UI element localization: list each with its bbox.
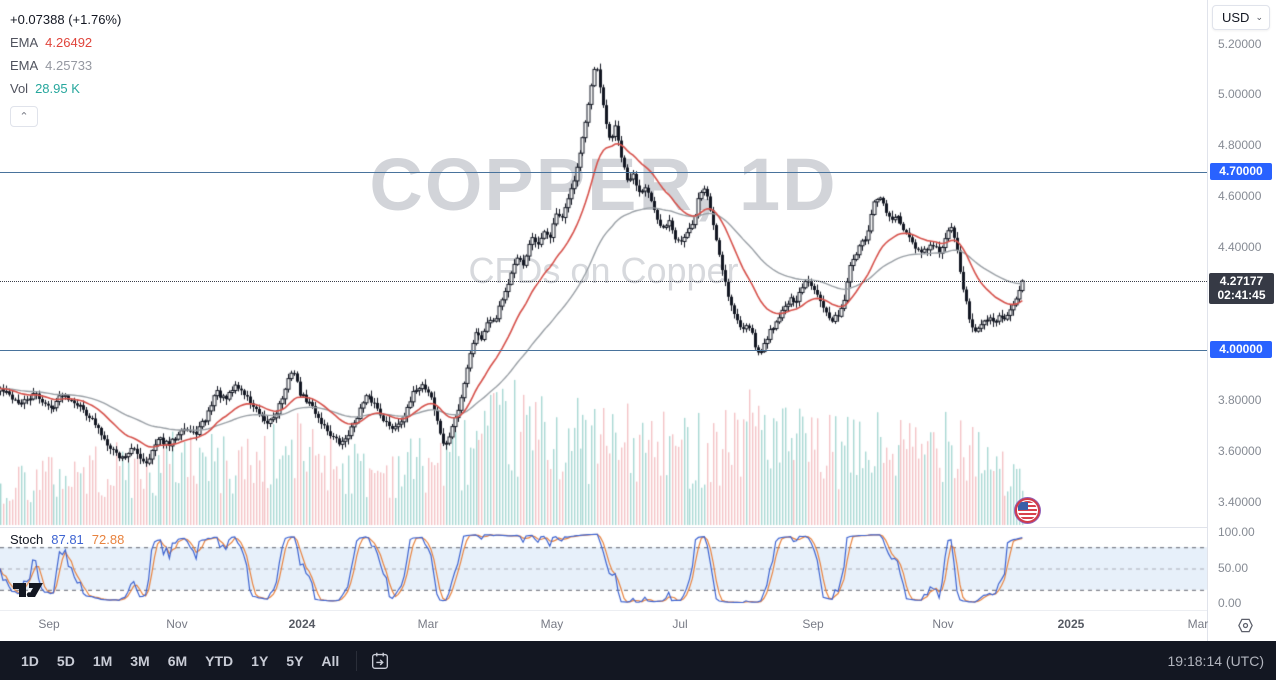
go-to-date-button[interactable] (369, 650, 391, 672)
stoch-k-value: 87.81 (51, 532, 84, 547)
stoch-label: Stoch (10, 532, 44, 547)
gear-icon[interactable] (1236, 616, 1255, 640)
last-price-badge[interactable]: 4.27177 02:41:45 (1209, 272, 1274, 304)
range-button-3m[interactable]: 3M (130, 652, 150, 669)
clock-display[interactable]: 19:18:14 (UTC) (1167, 652, 1264, 669)
price-pane-canvas[interactable] (0, 0, 1207, 527)
stochastic-pane-canvas[interactable] (0, 528, 1207, 610)
time-tick-label: Sep (802, 617, 824, 631)
time-tick-label: 2024 (288, 617, 316, 631)
bottom-toolbar: 1D 5D 1M 3M 6M YTD 1Y 5Y All 19:18:14 (UTC) (0, 641, 1276, 680)
time-axis-separator (0, 610, 1276, 611)
level-price-badge[interactable]: 4.00000 (1210, 341, 1272, 359)
ema-fast-value: 4.26492 (45, 35, 93, 50)
price-tick-label: 3.60000 (1218, 443, 1262, 458)
time-tick-label: Sep (38, 617, 60, 631)
change-value: +0.07388 (+1.76%) (10, 12, 122, 27)
price-tick-label: 3.40000 (1218, 494, 1262, 509)
stoch-tick-label: 50.00 (1218, 560, 1249, 575)
chevron-up-icon: ⌃ (19, 111, 29, 123)
volume-label: Vol (10, 81, 29, 96)
price-tick-label: 3.80000 (1218, 392, 1262, 407)
main-legend: +0.07388 (+1.76%) EMA 4.26492 EMA 4.2573… (10, 8, 121, 127)
time-axis[interactable]: Sep Nov 2024 Mar May Jul Sep Nov 2025 Mar (0, 611, 1209, 641)
time-tick-label: Jul (672, 617, 688, 631)
us-flag-icon[interactable] (1015, 498, 1040, 523)
price-axis[interactable]: 5.20000 5.00000 4.80000 4.60000 4.40000 3.800… (1208, 0, 1276, 641)
pane-separator[interactable] (0, 527, 1276, 528)
range-button-ytd[interactable]: YTD (205, 652, 234, 669)
price-tick-label: 4.60000 (1218, 189, 1262, 204)
horizontal-level-line[interactable] (0, 350, 1207, 352)
price-tick-label: 4.40000 (1218, 240, 1262, 255)
range-button-1y[interactable]: 1Y (251, 652, 269, 669)
time-tick-label: Nov (166, 617, 188, 631)
stoch-tick-label: 100.00 (1218, 525, 1255, 539)
chevron-down-icon: ⌄ (1255, 12, 1263, 22)
change-row: +0.07388 (+1.76%) (10, 8, 121, 31)
currency-selector[interactable]: USD ⌄ (1212, 5, 1270, 30)
ema-slow-label: EMA (10, 58, 39, 73)
stoch-d-value: 72.88 (91, 532, 125, 547)
toolbar-divider (356, 650, 358, 671)
time-tick-label: Mar (417, 617, 439, 631)
currency-value: USD (1222, 10, 1250, 25)
last-price-line (0, 280, 1207, 282)
range-buttons: 1D 5D 1M 3M 6M YTD 1Y 5Y All (12, 649, 348, 673)
level-price-badge[interactable]: 4.70000 (1210, 162, 1272, 180)
tradingview-logo-icon[interactable] (13, 580, 43, 605)
range-button-5y[interactable]: 5Y (286, 652, 304, 669)
range-button-1m[interactable]: 1M (92, 652, 113, 669)
price-tick-label: 4.80000 (1218, 138, 1262, 153)
stoch-tick-label: 0.00 (1218, 596, 1242, 610)
ema-fast-row[interactable]: EMA 4.26492 (10, 31, 121, 54)
horizontal-level-line[interactable] (0, 171, 1207, 173)
ema-slow-value: 4.25733 (45, 58, 93, 73)
price-axis-separator[interactable] (1207, 0, 1208, 641)
countdown-timer: 02:41:45 (1217, 287, 1266, 302)
time-tick-label: 2025 (1057, 617, 1085, 631)
time-tick-label: May (540, 617, 564, 631)
range-button-all[interactable]: All (321, 652, 340, 669)
calendar-arrow-icon (372, 652, 389, 669)
last-price-value: 4.27177 (1219, 273, 1264, 288)
ema-fast-label: EMA (10, 35, 39, 50)
range-button-6m[interactable]: 6M (167, 652, 188, 669)
price-tick-label: 5.00000 (1218, 87, 1262, 102)
ema-slow-row[interactable]: EMA 4.25733 (10, 54, 121, 77)
time-tick-label: Nov (932, 617, 954, 631)
stochastic-legend[interactable]: Stoch 87.81 72.88 (10, 532, 124, 547)
range-button-1d[interactable]: 1D (21, 652, 39, 669)
legend-collapse-button[interactable]: ⌃ (10, 106, 38, 127)
price-tick-label: 5.20000 (1218, 36, 1262, 51)
time-tick-label: Mar (1187, 617, 1209, 631)
range-button-5d[interactable]: 5D (56, 652, 75, 669)
flag-canton (1018, 502, 1028, 510)
volume-value: 28.95 K (35, 81, 80, 96)
volume-row[interactable]: Vol 28.95 K (10, 77, 121, 100)
